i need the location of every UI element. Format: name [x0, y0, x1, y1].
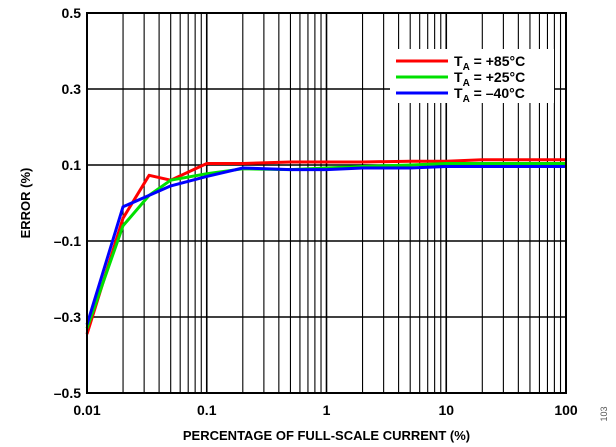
- series-line-1: [85, 158, 566, 335]
- y-tick-label: 0.1: [62, 157, 82, 173]
- x-tick-label: 100: [554, 402, 578, 418]
- y-tick-labels: –0.5 –0.3 –0.1 0.1 0.3 0.5: [54, 5, 81, 401]
- series-lines: [85, 158, 566, 335]
- y-tick-label: –0.3: [54, 309, 81, 325]
- x-tick-label: 10: [438, 402, 454, 418]
- x-axis-title: PERCENTAGE OF FULL-SCALE CURRENT (%): [183, 428, 470, 443]
- y-axis-title: ERROR (%): [18, 168, 33, 239]
- legend-label: TA = –40°C: [454, 85, 525, 105]
- x-tick-labels: 0.01 0.1 1 10 100: [73, 402, 578, 418]
- y-tick-label: –0.1: [54, 233, 81, 249]
- x-tick-label: 0.1: [197, 402, 217, 418]
- series-line-3: [85, 165, 566, 326]
- plot-frame: [86, 12, 567, 394]
- x-tick-label: 0.01: [73, 402, 100, 418]
- figure-id: 103: [599, 406, 609, 421]
- y-tick-label: 0.3: [62, 81, 82, 97]
- y-tick-label: –0.5: [54, 385, 81, 401]
- legend-label: TA = +85°C: [454, 53, 525, 73]
- x-tick-label: 1: [323, 402, 331, 418]
- legend-label: TA = +25°C: [454, 69, 525, 89]
- legend: TA = +85°CTA = +25°CTA = –40°C: [390, 49, 554, 105]
- y-tick-label: 0.5: [62, 5, 82, 21]
